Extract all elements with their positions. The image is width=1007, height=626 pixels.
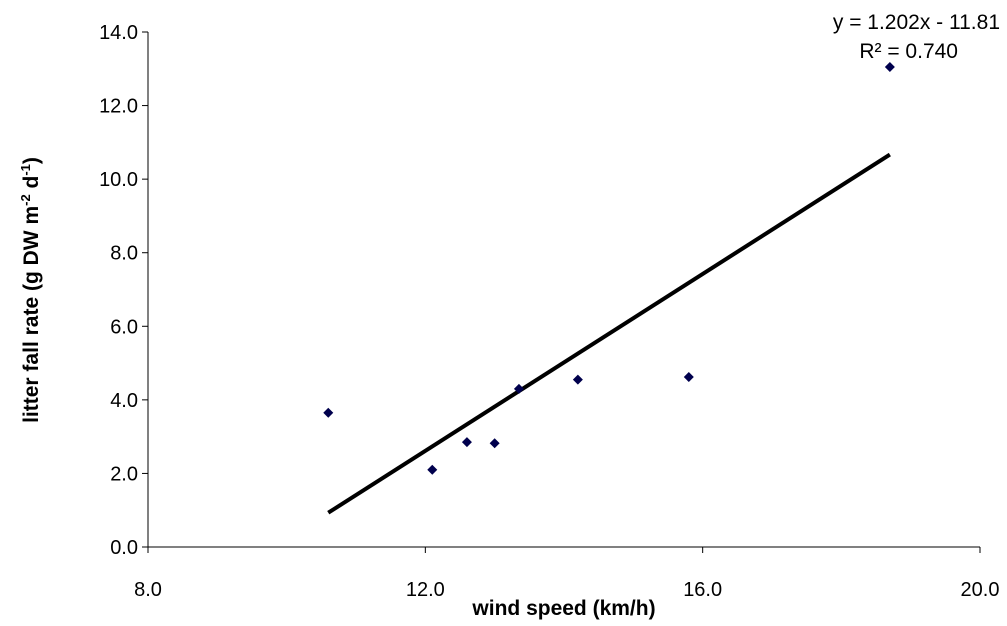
x-tick-label: 16.0	[683, 579, 722, 601]
data-point	[489, 438, 500, 449]
x-tick-label: 20.0	[961, 579, 1000, 601]
data-point	[461, 437, 472, 448]
x-axis-title: wind speed (km/h)	[471, 597, 655, 620]
x-ticks: 8.0 12.0 16.0 20.0	[134, 547, 999, 601]
r-squared-label: R² = 0.740	[859, 40, 958, 63]
y-tick-label: 10.0	[99, 169, 138, 191]
trendline-group	[327, 152, 891, 515]
y-tick-label: 4.0	[110, 390, 138, 412]
data-point	[683, 372, 694, 383]
data-point	[513, 383, 524, 394]
data-point	[884, 61, 895, 72]
x-tick-label: 8.0	[134, 579, 162, 601]
y-tick-label: 8.0	[110, 243, 138, 265]
trendline	[327, 152, 891, 515]
y-axis-title: litter fall rate (g DW m-2 d-1)	[18, 157, 43, 423]
data-point	[427, 464, 438, 475]
y-tick-label: 6.0	[110, 316, 138, 338]
data-points	[323, 61, 895, 475]
trendline-equation: y = 1.202x - 11.81	[833, 11, 1000, 34]
y-tick-label: 12.0	[99, 96, 138, 118]
y-ticks: 0.0 2.0 4.0 6.0 8.0 10.0 12.0 14.0	[99, 22, 148, 559]
x-tick-label: 12.0	[406, 579, 445, 601]
y-tick-label: 0.0	[110, 537, 138, 559]
data-point	[572, 374, 583, 385]
data-point	[323, 407, 334, 418]
y-tick-label: 14.0	[99, 22, 138, 44]
y-tick-label: 2.0	[110, 463, 138, 485]
